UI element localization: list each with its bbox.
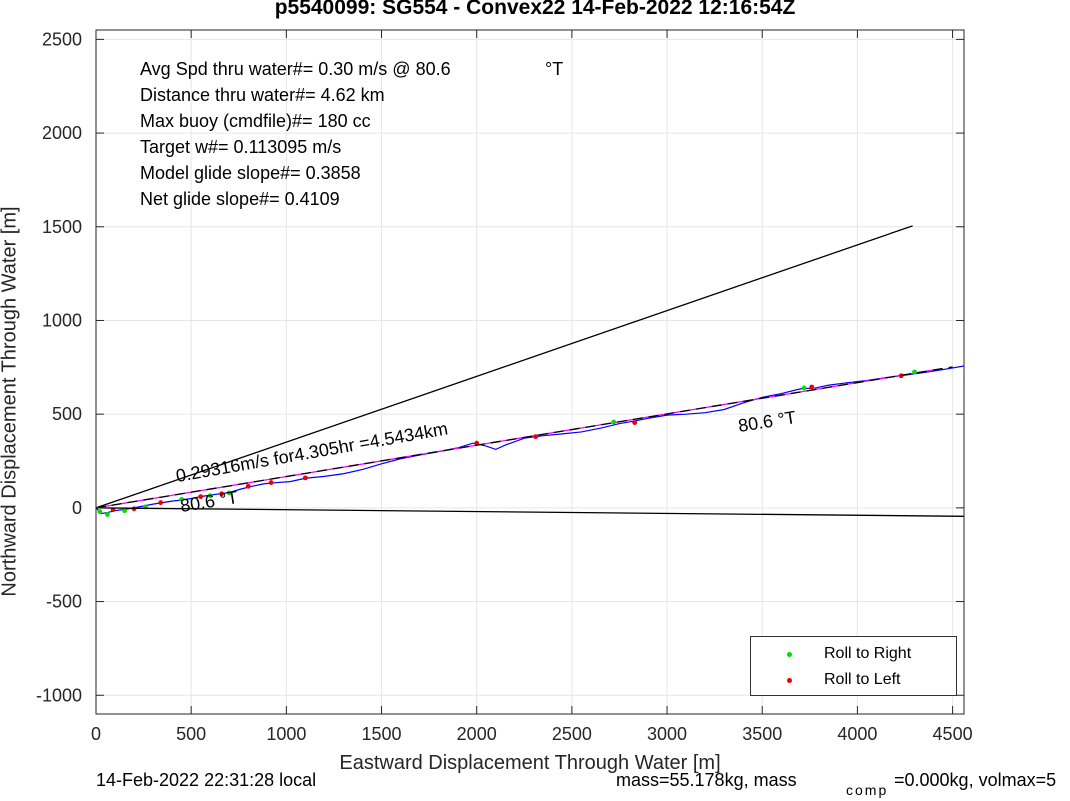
x-axis-label: Eastward Displacement Through Water [m] bbox=[339, 752, 721, 774]
legend-item-roll-right: Roll to Right bbox=[751, 642, 911, 666]
y-tick-label: -500 bbox=[46, 592, 82, 612]
x-tick-label: 1500 bbox=[362, 724, 402, 744]
y-tick-label: -1000 bbox=[36, 685, 82, 705]
y-tick-label: 2000 bbox=[42, 123, 82, 143]
info-target-w: Target w#= 0.113095 m/s bbox=[140, 137, 342, 157]
legend-item-roll-left: Roll to Left bbox=[751, 668, 900, 692]
info-net-glide: Net glide slope#= 0.4109 bbox=[140, 189, 340, 209]
footer-comp-subscript: comp bbox=[846, 782, 889, 798]
y-tick-label: 1000 bbox=[42, 310, 82, 330]
x-tick-label: 1000 bbox=[266, 724, 306, 744]
point-roll-to-right bbox=[105, 512, 110, 517]
point-roll-to-right bbox=[122, 508, 127, 514]
x-tick-label: 4500 bbox=[933, 724, 973, 744]
legend-label-roll-right: Roll to Right bbox=[824, 645, 912, 662]
x-tick-label: 2000 bbox=[457, 724, 497, 744]
info-distance: Distance thru water#= 4.62 km bbox=[140, 85, 385, 105]
point-roll-to-left bbox=[533, 434, 539, 440]
x-tick-label: 500 bbox=[176, 724, 206, 744]
point-roll-to-left bbox=[219, 491, 225, 497]
y-tick-label: 1500 bbox=[42, 217, 82, 237]
chart-title: p5540099: SG554 - Convex22 14-Feb-2022 1… bbox=[274, 0, 796, 19]
chart-series bbox=[96, 225, 964, 517]
point-roll-to-left bbox=[809, 384, 815, 390]
footer-comp-tail: =0.000kg, volmax=5 bbox=[894, 770, 1057, 790]
info-block: Avg Spd thru water#= 0.30 m/s @ 80.6 Dis… bbox=[140, 56, 451, 212]
point-roll-to-left bbox=[632, 420, 638, 425]
point-roll-to-right bbox=[97, 509, 103, 515]
point-roll-to-right bbox=[207, 493, 213, 499]
point-roll-to-left bbox=[198, 494, 204, 500]
point-roll-to-right bbox=[801, 385, 807, 391]
y-axis-label: Northward Displacement Through Water [m] bbox=[0, 206, 21, 597]
info-degree-unit: °T bbox=[545, 59, 564, 79]
footer-mass: mass=55.178kg, mass bbox=[616, 770, 797, 790]
plot-frame bbox=[95, 29, 965, 715]
point-roll-to-right bbox=[226, 490, 232, 496]
legend-marker-roll-right bbox=[787, 651, 792, 657]
x-tick-label: 4000 bbox=[837, 724, 877, 744]
legend: Roll to Right Roll to Left bbox=[750, 636, 957, 696]
point-roll-to-right bbox=[912, 369, 917, 375]
point-roll-to-left bbox=[158, 500, 164, 506]
axis-ticks: 0 500 1000 1500 2000 2500 3000 3500 4000 4500 -100… bbox=[36, 29, 973, 744]
legend-label-roll-left: Roll to Left bbox=[824, 671, 901, 688]
info-avg-speed: Avg Spd thru water#= 0.30 m/s @ 80.6 bbox=[140, 59, 451, 79]
series-reference-current bbox=[96, 366, 953, 509]
x-tick-label: 0 bbox=[91, 724, 101, 744]
y-tick-label: 2500 bbox=[42, 29, 82, 49]
point-roll-to-left bbox=[302, 475, 308, 481]
y-tick-label: 500 bbox=[52, 404, 82, 424]
footer-local-time: 14-Feb-2022 22:31:28 local bbox=[96, 770, 317, 790]
legend-marker-roll-left bbox=[787, 677, 792, 683]
info-max-buoy: Max buoy (cmdfile)#= 180 cc bbox=[140, 111, 371, 131]
x-tick-label: 2500 bbox=[552, 724, 592, 744]
x-tick-label: 3000 bbox=[647, 724, 687, 744]
series-reference-glide bbox=[96, 225, 913, 509]
grid-lines bbox=[95, 30, 964, 714]
info-model-glide: Model glide slope#= 0.3858 bbox=[140, 163, 361, 183]
x-tick-label: 3500 bbox=[742, 724, 782, 744]
point-roll-to-left bbox=[245, 483, 251, 489]
point-roll-to-left bbox=[268, 480, 274, 485]
y-tick-label: 0 bbox=[72, 498, 82, 518]
point-roll-to-right bbox=[179, 497, 185, 502]
point-roll-to-right bbox=[611, 419, 617, 425]
series-reference-heading bbox=[96, 507, 964, 517]
